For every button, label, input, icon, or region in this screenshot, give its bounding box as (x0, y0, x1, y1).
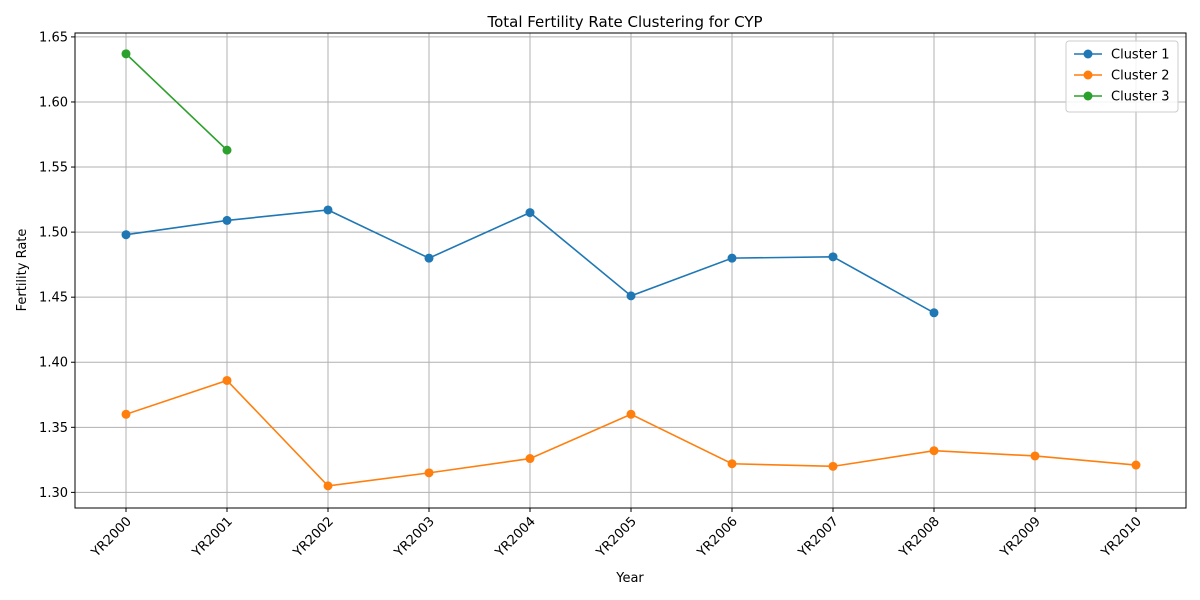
y-tick-label: 1.50 (39, 226, 68, 241)
data-point (323, 205, 333, 215)
series-line (125, 53, 228, 151)
x-tick-label: YR2008 (896, 514, 943, 561)
x-tick-label: YR2009 (997, 514, 1044, 561)
x-axis-label: Year (615, 571, 644, 586)
y-tick-label: 1.40 (39, 356, 68, 371)
x-tick-label: YR2007 (795, 514, 842, 561)
data-point (828, 461, 838, 471)
data-point (626, 291, 636, 301)
y-axis-label: Fertility Rate (15, 229, 30, 312)
data-point (121, 49, 131, 59)
x-tick-label: YR2003 (391, 514, 438, 561)
legend-label: Cluster 1 (1111, 48, 1170, 63)
legend-box (1065, 40, 1179, 113)
legend: Cluster 1 Cluster 2 Cluster 3 (1065, 40, 1179, 113)
y-tick-label: 1.60 (39, 95, 68, 110)
data-point (525, 454, 535, 464)
x-axis-ticks: YR2000 YR2001 YR2002 YR2003 YR2004 YR2005 YR20… (88, 508, 1145, 561)
x-tick-label: YR2000 (88, 514, 135, 561)
series-layer (121, 49, 1141, 491)
y-tick-label: 1.65 (39, 30, 68, 45)
legend-label: Cluster 2 (1111, 69, 1170, 84)
x-tick-label: YR2006 (694, 514, 741, 561)
grid-lines (75, 33, 1186, 508)
x-tick-label: YR2010 (1098, 514, 1145, 561)
data-point (222, 215, 232, 225)
data-point (222, 145, 232, 155)
chart-title: Total Fertility Rate Clustering for CYP (486, 13, 762, 31)
y-tick-label: 1.45 (39, 291, 68, 306)
x-tick-label: YR2002 (290, 514, 337, 561)
y-axis-ticks: 1.30 1.35 1.40 1.45 1.50 1.55 1.60 1.65 (39, 30, 75, 501)
y-tick-label: 1.30 (39, 486, 68, 501)
data-point (121, 409, 131, 419)
data-point (1131, 460, 1141, 470)
data-point (727, 459, 737, 469)
data-point (828, 252, 838, 262)
legend-label: Cluster 3 (1111, 90, 1170, 105)
legend-marker (1083, 49, 1093, 59)
x-tick-label: YR2001 (189, 514, 236, 561)
legend-marker (1083, 91, 1093, 101)
data-point (323, 481, 333, 491)
x-tick-label: YR2004 (492, 514, 539, 561)
data-point (1030, 451, 1040, 461)
data-point (121, 230, 131, 240)
data-point (626, 409, 636, 419)
y-tick-label: 1.55 (39, 161, 68, 176)
legend-marker (1083, 70, 1093, 80)
data-point (424, 253, 434, 263)
data-point (929, 446, 939, 456)
data-point (424, 468, 434, 478)
data-point (929, 308, 939, 318)
y-tick-label: 1.35 (39, 421, 68, 436)
data-point (222, 375, 232, 385)
x-tick-label: YR2005 (593, 514, 640, 561)
data-point (727, 253, 737, 263)
data-point (525, 208, 535, 218)
